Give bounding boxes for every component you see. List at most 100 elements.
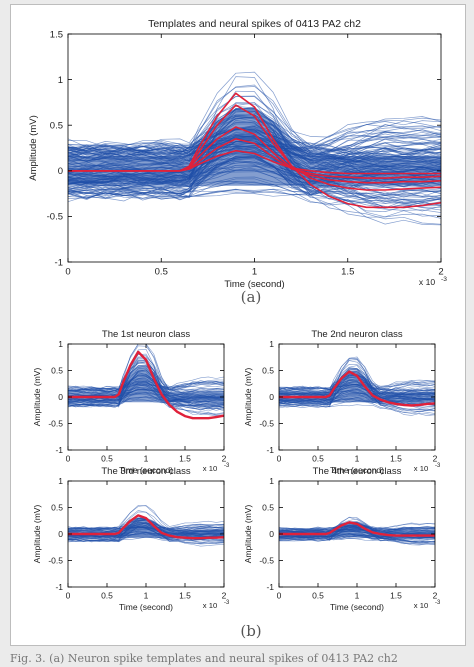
chart-title: Templates and neural spikes of 0413 PA2 …: [148, 18, 361, 30]
y-tick-label: 0.5: [262, 502, 274, 512]
x-tick-label: 2: [433, 591, 438, 601]
template-line-5: [68, 149, 441, 175]
y-tick-label: 0: [269, 529, 274, 539]
chart-neuron-class-2: 0 0.5 1 1.5 2 -1 -0.5 0 0.5 1 The 2nd neuron class…: [243, 329, 441, 475]
x-tick-label: 2: [433, 454, 438, 464]
template-line-1: [279, 521, 435, 537]
template-line-1: [68, 514, 224, 540]
y-axis-label: Amplitude (mV): [243, 505, 253, 564]
x-exponent: -3: [224, 463, 230, 469]
spike-density-band: [68, 108, 441, 186]
y-tick-label: -1: [266, 445, 274, 455]
x-axis-label: Time (second): [224, 279, 284, 290]
x-axis-label: Time (second): [119, 602, 173, 612]
x-tick-label: 0: [66, 454, 71, 464]
x-tick-label: 1.5: [179, 454, 191, 464]
spike-density-band: [68, 517, 224, 538]
y-axis-label: Amplitude (mV): [32, 368, 42, 427]
y-tick-label: 0: [58, 166, 63, 177]
x-tick-label: 0: [66, 591, 71, 601]
spike-density-band: [279, 371, 435, 403]
y-axis-label: Amplitude (mV): [28, 115, 39, 180]
plot-area: [68, 505, 224, 547]
x-exponent: -3: [435, 463, 441, 469]
caption-b: (b): [240, 622, 261, 640]
chart-neuron-class-1: 0 0.5 1 1.5 2 -1 -0.5 0 0.5 1 The 1st neuron class…: [32, 329, 230, 475]
figure-svg: 0 0.5 1 1.5 2 -1 -0.5 0 0.5 1 1.5 Templates and neu…: [28, 18, 447, 640]
x-multiplier: x 10: [414, 464, 428, 473]
x-axis-label: Time (second): [330, 602, 384, 612]
chart-main-spikes: 0 0.5 1 1.5 2 -1 -0.5 0 0.5 1 1.5 Templates and neu…: [28, 18, 447, 290]
template-line-1: [68, 350, 224, 420]
chart-title: The 3rd neuron class: [101, 466, 190, 477]
y-tick-label: 0: [269, 392, 274, 402]
spike-trace: [68, 188, 441, 226]
x-tick-label: 1: [144, 454, 149, 464]
x-tick-label: 1.5: [390, 454, 402, 464]
y-tick-label: -1: [55, 445, 63, 455]
y-axis-label: Amplitude (mV): [32, 505, 42, 564]
x-tick-label: 1.5: [179, 591, 191, 601]
x-tick-label: 0: [65, 267, 70, 278]
y-tick-label: -0.5: [259, 555, 274, 565]
chart-neuron-class-3: 0 0.5 1 1.5 2 -1 -0.5 0 0.5 1 The 3rd neuron class…: [32, 466, 230, 612]
y-tick-label: 1.5: [50, 29, 63, 40]
figure-panel: 0 0.5 1 1.5 2 -1 -0.5 0 0.5 1 1.5 Templates and neu…: [10, 4, 466, 646]
spike-density-band: [68, 365, 224, 403]
y-tick-label: 0: [58, 529, 63, 539]
x-multiplier: x 10: [203, 601, 217, 610]
x-multiplier: x 10: [419, 277, 435, 287]
plot-area: [279, 516, 435, 546]
x-multiplier: x 10: [414, 601, 428, 610]
x-tick-label: 0.5: [312, 591, 324, 601]
x-tick-label: 0: [277, 454, 282, 464]
y-tick-label: 1: [58, 75, 63, 86]
y-tick-label: 1: [269, 476, 274, 486]
chart-neuron-class-4: 0 0.5 1 1.5 2 -1 -0.5 0 0.5 1 The 4th neuron class…: [243, 466, 441, 612]
x-tick-label: 2: [438, 267, 443, 278]
x-tick-label: 2: [222, 591, 227, 601]
x-tick-label: 0.5: [101, 454, 113, 464]
x-tick-label: 1: [252, 267, 257, 278]
y-tick-label: 1: [58, 339, 63, 349]
y-tick-label: -1: [266, 582, 274, 592]
x-exponent: -3: [224, 600, 230, 606]
y-tick-label: 1: [58, 476, 63, 486]
x-tick-label: 1.5: [390, 591, 402, 601]
spike-trace: [68, 505, 224, 530]
y-tick-label: 0.5: [51, 365, 63, 375]
plot-area: [279, 356, 435, 417]
y-tick-label: 1: [269, 339, 274, 349]
x-tick-label: 2: [222, 454, 227, 464]
x-tick-label: 1: [355, 454, 360, 464]
y-tick-label: -0.5: [48, 418, 63, 428]
y-tick-label: -1: [55, 257, 63, 268]
figure-caption: Fig. 3. (a) Neuron spike templates and n…: [10, 652, 398, 665]
y-tick-label: -1: [55, 582, 63, 592]
plot-area: [68, 71, 441, 226]
x-tick-label: 1: [144, 591, 149, 601]
x-tick-label: 0: [277, 591, 282, 601]
x-exponent: -3: [441, 276, 447, 283]
x-multiplier: x 10: [203, 464, 217, 473]
spike-trace: [68, 359, 224, 393]
plot-area: [68, 344, 224, 420]
chart-title: The 2nd neuron class: [311, 329, 403, 340]
x-axis-label: Time (second): [119, 465, 173, 475]
y-tick-label: -0.5: [47, 212, 63, 223]
x-tick-label: 0.5: [312, 454, 324, 464]
template-line-1: [279, 370, 435, 407]
x-tick-label: 1.5: [341, 267, 354, 278]
y-tick-label: 0.5: [262, 365, 274, 375]
spike-trace: [68, 96, 441, 148]
chart-title: The 4th neuron class: [313, 466, 402, 477]
caption-a: (a): [241, 288, 262, 306]
y-tick-label: 0: [58, 392, 63, 402]
x-tick-label: 1: [355, 591, 360, 601]
y-tick-label: -0.5: [259, 418, 274, 428]
x-axis-label: Time (second): [330, 465, 384, 475]
y-tick-label: 0.5: [50, 121, 63, 132]
y-tick-label: 0.5: [51, 502, 63, 512]
x-exponent: -3: [435, 600, 441, 606]
y-tick-label: -0.5: [48, 555, 63, 565]
